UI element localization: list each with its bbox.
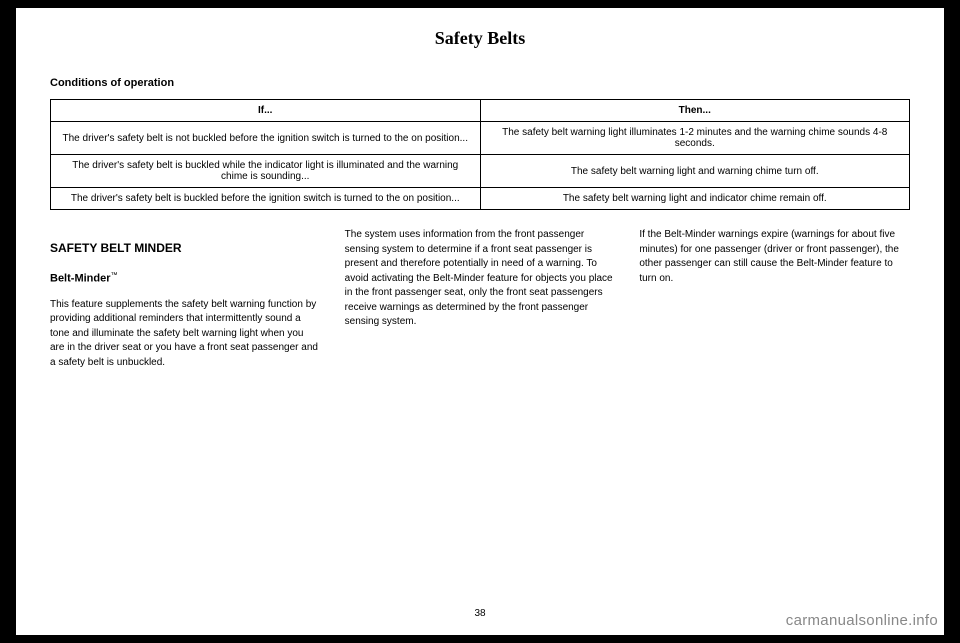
col1-paragraph: This feature supplements the safety belt… <box>50 298 321 371</box>
safety-belt-minder-heading: SAFETY BELT MINDER <box>50 240 321 257</box>
table-row: The driver's safety belt is buckled whil… <box>51 155 910 188</box>
conditions-label: Conditions of operation <box>50 77 910 89</box>
table-header-if: If... <box>51 100 481 122</box>
table-cell-if: The driver's safety belt is buckled whil… <box>51 155 481 188</box>
manual-page: Safety Belts Conditions of operation If.… <box>16 8 944 635</box>
table-header-then: Then... <box>480 100 910 122</box>
table-cell-then: The safety belt warning light illuminate… <box>480 122 910 155</box>
content-columns: SAFETY BELT MINDER Belt-Minder™ This fea… <box>50 228 910 598</box>
column-3: If the Belt-Minder warnings expire (warn… <box>639 228 910 598</box>
table-row: The driver's safety belt is buckled befo… <box>51 188 910 210</box>
col2-paragraph: The system uses information from the fro… <box>345 228 616 330</box>
trademark-symbol: ™ <box>111 272 118 279</box>
table-cell-if: The driver's safety belt is not buckled … <box>51 122 481 155</box>
col3-paragraph: If the Belt-Minder warnings expire (warn… <box>639 228 910 286</box>
table-cell-then: The safety belt warning light and indica… <box>480 188 910 210</box>
conditions-table: If... Then... The driver's safety belt i… <box>50 99 910 210</box>
column-2: The system uses information from the fro… <box>345 228 616 598</box>
watermark: carmanualsonline.info <box>786 612 938 629</box>
belt-minder-text: Belt-Minder <box>50 273 111 285</box>
page-number: 38 <box>50 598 910 619</box>
table-cell-then: The safety belt warning light and warnin… <box>480 155 910 188</box>
table-cell-if: The driver's safety belt is buckled befo… <box>51 188 481 210</box>
column-1: SAFETY BELT MINDER Belt-Minder™ This fea… <box>50 228 321 598</box>
table-row: The driver's safety belt is not buckled … <box>51 122 910 155</box>
page-title: Safety Belts <box>50 28 910 49</box>
belt-minder-subheading: Belt-Minder™ <box>50 271 321 288</box>
